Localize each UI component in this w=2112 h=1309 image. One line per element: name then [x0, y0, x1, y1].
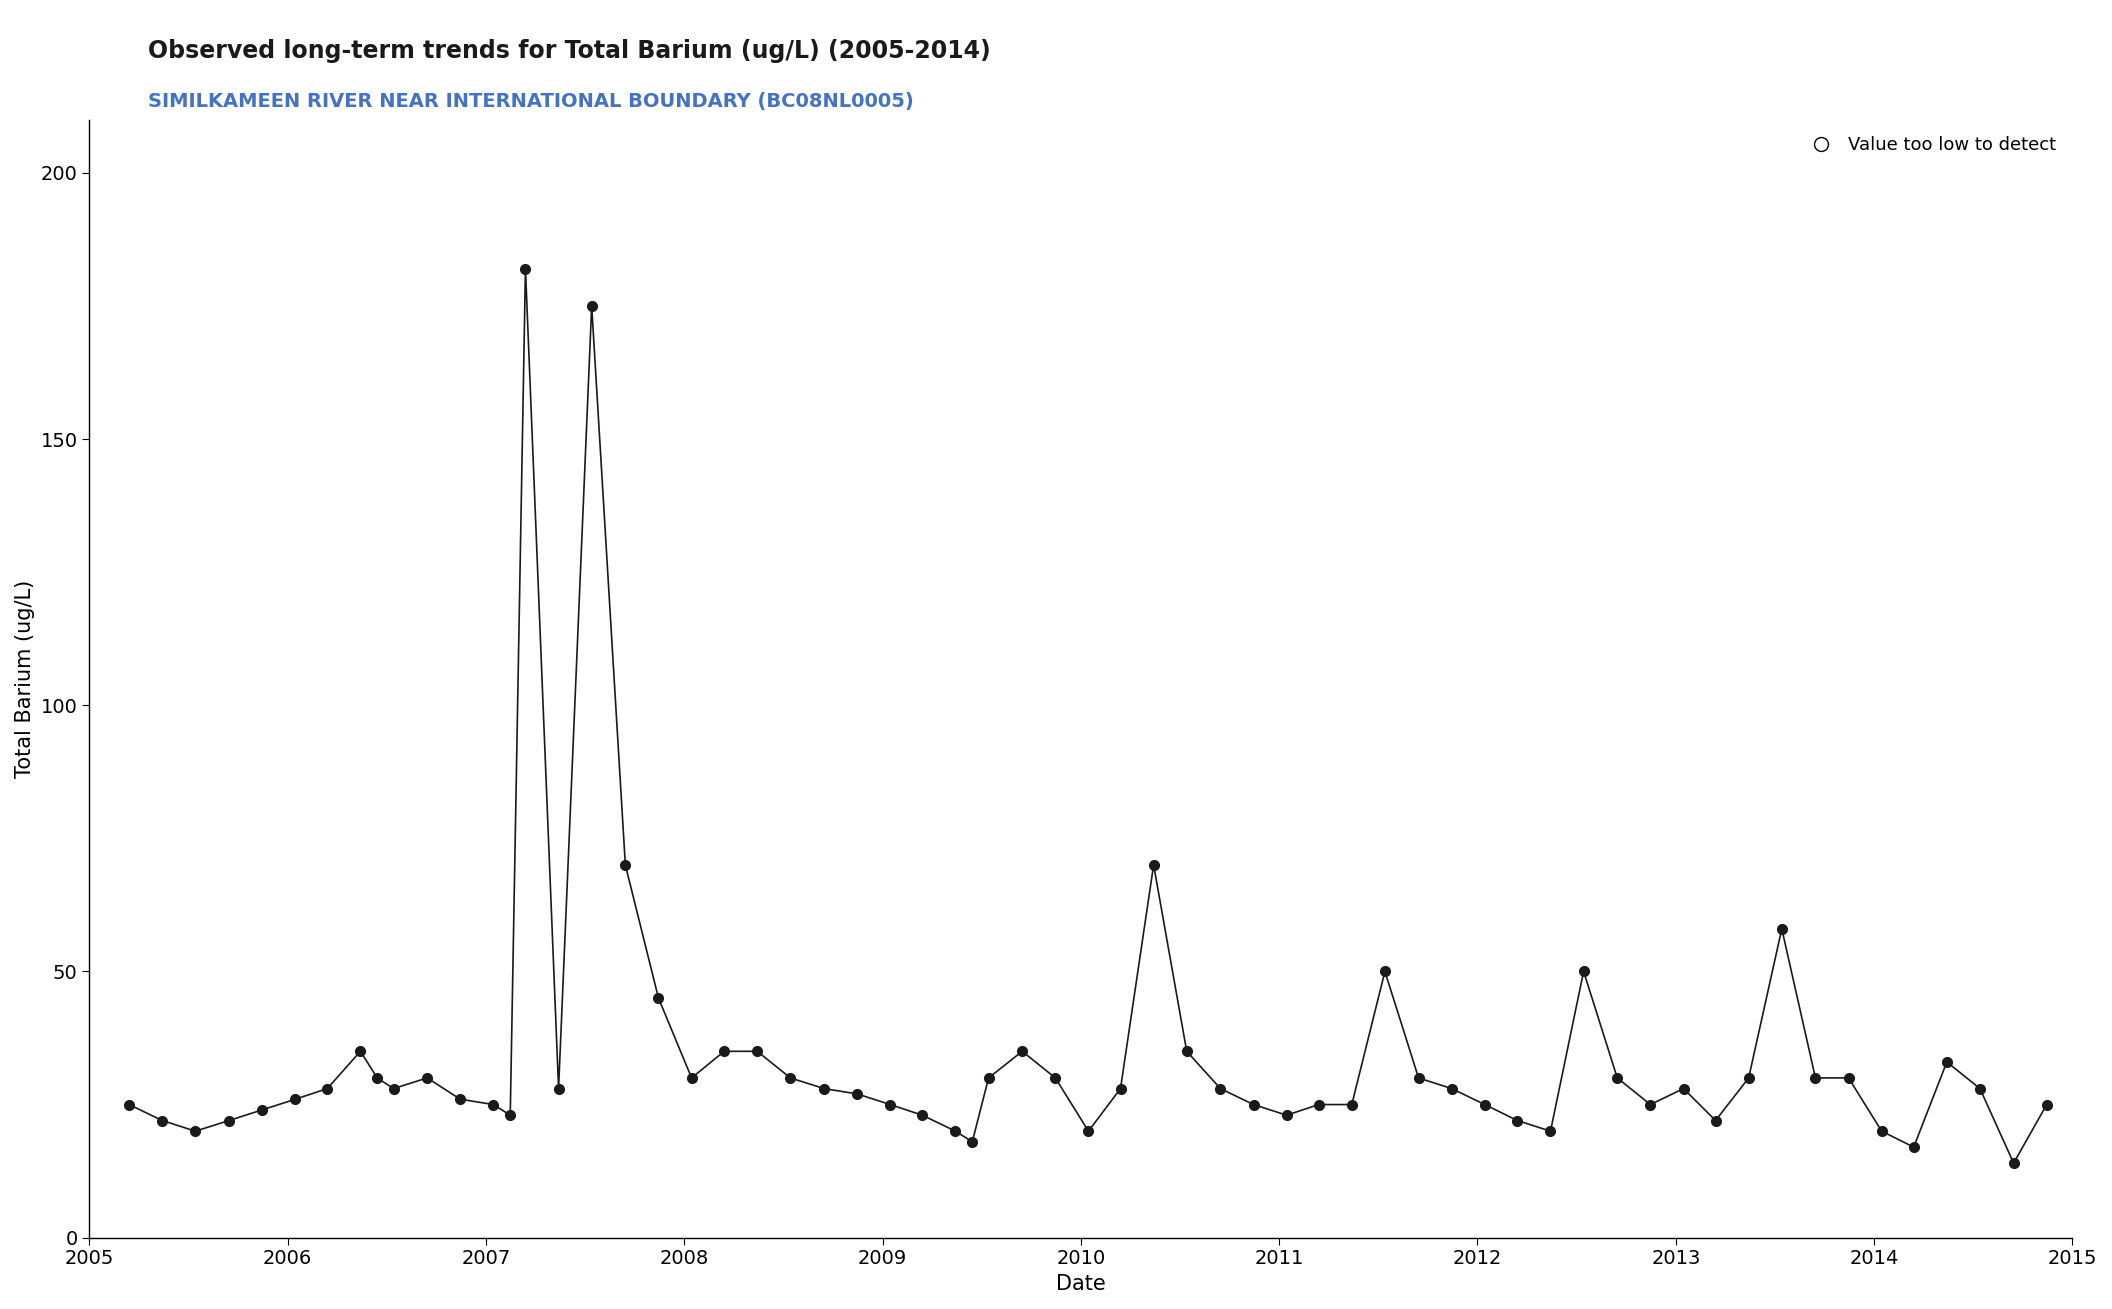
Text: Observed long-term trends for Total Barium (ug/L) (2005-2014): Observed long-term trends for Total Bari…	[148, 39, 991, 63]
Y-axis label: Total Barium (ug/L): Total Barium (ug/L)	[15, 580, 36, 778]
Text: SIMILKAMEEN RIVER NEAR INTERNATIONAL BOUNDARY (BC08NL0005): SIMILKAMEEN RIVER NEAR INTERNATIONAL BOU…	[148, 92, 914, 111]
Legend: Value too low to detect: Value too low to detect	[1814, 128, 2063, 161]
X-axis label: Date: Date	[1056, 1274, 1107, 1295]
